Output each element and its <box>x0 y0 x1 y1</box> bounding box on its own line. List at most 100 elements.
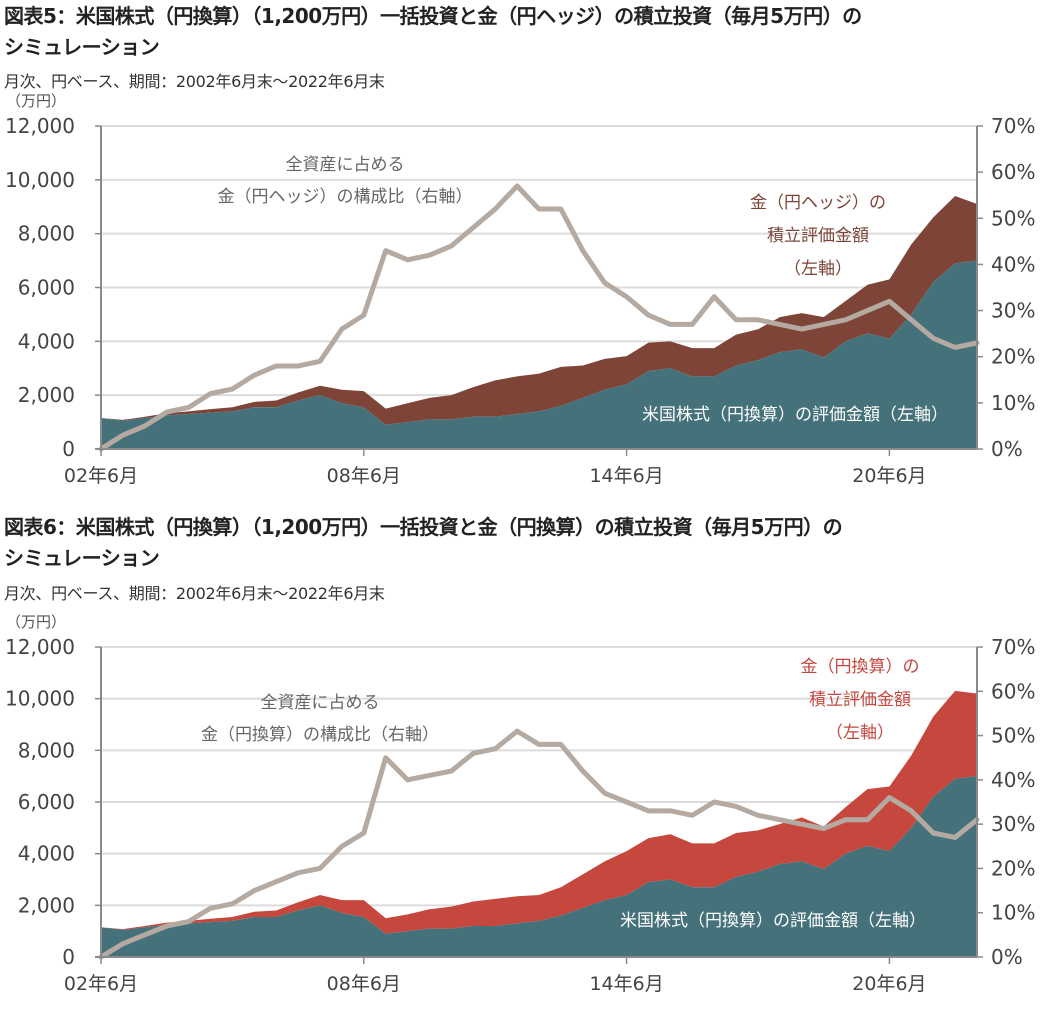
figure-title-line1: 図表6：米国株式（円換算）（1,200万円）一括投資と金（円換算）の積立投資（毎… <box>4 515 843 539</box>
ratio-point <box>603 791 607 795</box>
left-tick-label: 0 <box>62 945 75 969</box>
figure-title-line2: シミュレーション <box>4 35 160 59</box>
left-tick-label: 2,000 <box>18 383 75 407</box>
right-tick-label: 10% <box>991 391 1035 415</box>
ratio-point <box>844 318 848 322</box>
ratio-point <box>559 207 563 211</box>
ratio-point <box>187 920 191 924</box>
ratio-point <box>778 322 782 326</box>
ratio-point <box>734 804 738 808</box>
ratio-point <box>668 322 672 326</box>
ratio-points <box>99 729 979 959</box>
left-tick-label: 6,000 <box>18 790 75 814</box>
left-tick-label: 2,000 <box>18 893 75 917</box>
ratio-point <box>756 318 760 322</box>
ratio-point <box>953 345 957 349</box>
ratio-point <box>581 769 585 773</box>
ratio-point <box>274 364 278 368</box>
ratio-point <box>384 249 388 253</box>
ratio-point <box>143 424 147 428</box>
left-tick-label: 8,000 <box>18 738 75 762</box>
figure-subtitle: 月次、円ベース、期間：2002年6月末～2022年6月末 <box>4 584 385 603</box>
ratio-annotation: 全資産に占める <box>286 155 405 175</box>
ratio-point <box>449 769 453 773</box>
ratio-point <box>493 747 497 751</box>
ratio-point <box>230 902 234 906</box>
x-tick-label: 20年6月 <box>852 465 926 487</box>
ratio-point <box>274 880 278 884</box>
ratio-point <box>822 827 826 831</box>
ratio-point <box>690 813 694 817</box>
ratio-point <box>712 295 716 299</box>
ratio-annotation: 金（円換算）の構成比（右軸） <box>201 725 439 745</box>
ratio-point <box>296 364 300 368</box>
ratio-point <box>318 359 322 363</box>
left-tick-label: 4,000 <box>18 842 75 866</box>
right-tick-label: 40% <box>991 768 1035 792</box>
x-tick-label: 02年6月 <box>64 465 138 487</box>
ratio-point <box>866 309 869 313</box>
ratio-point <box>931 831 935 835</box>
ratio-point <box>800 327 804 331</box>
x-tick-label: 14年6月 <box>589 465 663 487</box>
ratio-point <box>887 796 891 800</box>
right-tick-label: 50% <box>991 724 1035 748</box>
ratio-point <box>756 813 760 817</box>
x-tick-label: 02年6月 <box>64 973 138 995</box>
right-tick-label: 30% <box>991 812 1035 836</box>
ratio-point <box>165 924 169 928</box>
left-tick-label: 0 <box>62 437 75 461</box>
right-tick-label: 50% <box>991 206 1035 230</box>
ratio-point <box>931 336 935 340</box>
ratio-annotation: 金（円ヘッジ）の構成比（右軸） <box>218 187 473 207</box>
right-tick-label: 10% <box>991 901 1035 925</box>
ratio-point <box>712 800 716 804</box>
left-axis-unit-label: （万円） <box>6 92 67 110</box>
gold-area <box>101 195 977 425</box>
ratio-point <box>428 253 431 257</box>
ratio-point <box>668 809 672 813</box>
ratio-point <box>165 410 169 414</box>
ratio-point <box>252 373 256 377</box>
left-axis-unit-label: （万円） <box>6 613 67 631</box>
x-tick-label: 20年6月 <box>852 973 926 995</box>
ratio-point <box>296 871 300 875</box>
ratio-point <box>559 742 563 746</box>
ratio-point <box>603 281 607 285</box>
x-tick-label: 14年6月 <box>589 973 663 995</box>
chart-figure5: 0 2,000 4,000 6,000 8,000 10,000 12,000 0% 10% 20… <box>5 114 1035 487</box>
ratio-point <box>647 809 650 813</box>
right-tick-label: 40% <box>991 252 1035 276</box>
left-tick-label: 10,000 <box>5 687 75 711</box>
stock-annotation: 米国株式（円換算）の評価金額（左軸） <box>642 405 948 425</box>
ratio-point <box>909 809 913 813</box>
ratio-point <box>690 322 694 326</box>
left-tick-label: 10,000 <box>5 168 75 192</box>
ratio-annotation: 全資産に占める <box>261 693 380 713</box>
right-tick-label: 30% <box>991 299 1035 323</box>
stock-annotation: 米国株式（円換算）の評価金額（左軸） <box>620 911 926 931</box>
ratio-point <box>449 244 453 248</box>
left-tick-label: 12,000 <box>5 114 75 138</box>
ratio-points <box>99 184 979 451</box>
ratio-point <box>515 729 519 733</box>
ratio-point <box>362 313 366 317</box>
right-tick-label: 70% <box>991 635 1035 659</box>
left-tick-label: 8,000 <box>18 222 75 246</box>
figure-title-line1: 図表5：米国株式（円換算）（1,200万円）一括投資と金（円ヘッジ）の積立投資（… <box>4 4 862 28</box>
ratio-point <box>537 207 541 211</box>
ratio-point <box>121 433 125 437</box>
ratio-point <box>230 387 234 391</box>
ratio-point <box>515 184 519 188</box>
right-tick-label: 60% <box>991 679 1035 703</box>
gold-annotation: 積立評価金額 <box>767 226 869 246</box>
ratio-point <box>252 889 256 893</box>
ratio-point <box>187 405 191 409</box>
ratio-point <box>625 295 629 299</box>
ratio-point <box>318 866 322 870</box>
gold-annotation: 積立評価金額 <box>809 690 911 710</box>
ratio-point <box>406 258 410 262</box>
figure-title-line2: シミュレーション <box>4 546 160 570</box>
right-tick-label: 20% <box>991 856 1035 880</box>
ratio-point <box>953 835 957 839</box>
